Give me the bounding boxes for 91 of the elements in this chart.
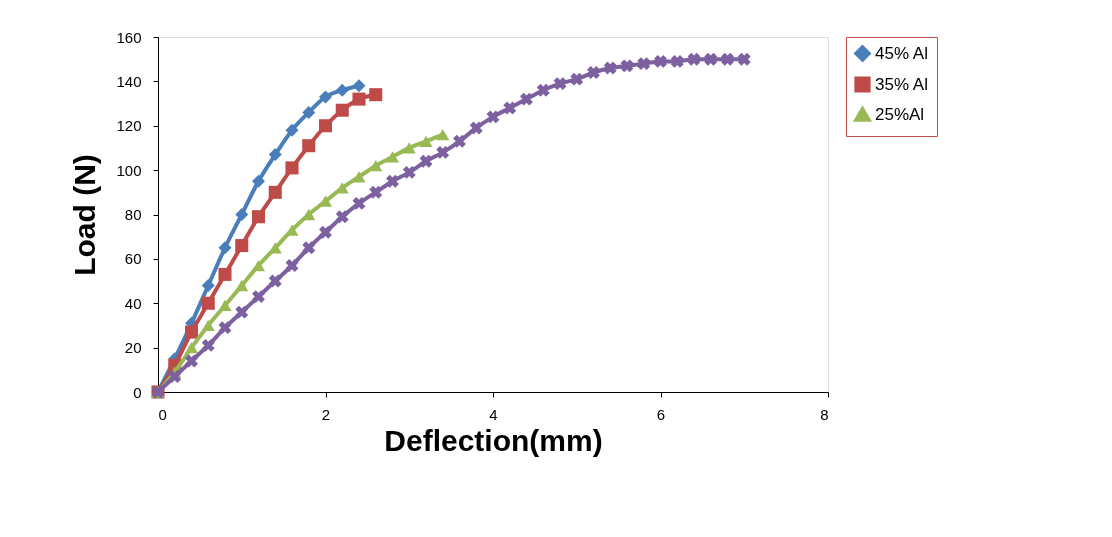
x-tick-label: 2 [321, 405, 331, 423]
y-tick-label: 140 [116, 72, 142, 90]
point [335, 182, 349, 194]
point [218, 299, 232, 312]
point [235, 305, 249, 319]
point [369, 88, 383, 102]
y-tick-label: 20 [124, 339, 142, 357]
point [419, 154, 433, 168]
legend-label: 45% Al [875, 43, 928, 63]
point [436, 145, 450, 159]
point [385, 151, 400, 163]
point [268, 148, 282, 162]
point [184, 341, 199, 354]
point [218, 267, 232, 281]
point [352, 196, 366, 210]
y-tick-label: 160 [116, 28, 142, 46]
point [620, 59, 634, 73]
y-tick-label: 0 [133, 383, 142, 401]
point [704, 52, 718, 66]
point [520, 92, 533, 106]
point [352, 92, 366, 106]
point [268, 242, 282, 254]
point [251, 259, 266, 272]
point [386, 174, 399, 188]
point [235, 207, 249, 222]
y-axis-title: Load (N) [68, 154, 102, 276]
point [335, 83, 349, 97]
point [285, 161, 299, 175]
point [369, 185, 383, 199]
point [184, 325, 199, 339]
point [369, 160, 383, 172]
point [436, 128, 450, 141]
point [251, 174, 266, 188]
point [318, 119, 333, 133]
x-tick-label: 6 [656, 405, 666, 423]
point [654, 54, 667, 68]
point [587, 66, 600, 79]
y-tick-label: 60 [124, 250, 142, 268]
point [553, 77, 567, 91]
point [252, 290, 265, 304]
point [419, 135, 433, 147]
point [302, 241, 316, 255]
point [268, 274, 282, 288]
point [687, 52, 701, 66]
x-axis-title: Deflection(mm) [384, 423, 603, 457]
y-tick-label: 100 [116, 161, 142, 179]
point [319, 225, 332, 239]
point [268, 185, 282, 199]
legend-label: 35% Al [875, 74, 928, 94]
y-tick-label: 80 [124, 206, 142, 223]
point [352, 79, 366, 93]
point [302, 139, 316, 153]
point [285, 123, 299, 137]
x-tick-label: 4 [489, 405, 498, 423]
point [168, 370, 182, 383]
y-tick-label: 120 [116, 117, 142, 135]
point [318, 90, 333, 104]
point [201, 319, 215, 332]
point [486, 110, 500, 124]
legend-label: 25%Al [875, 104, 925, 124]
point [503, 101, 517, 115]
point [201, 278, 215, 293]
point [285, 224, 299, 236]
point [285, 259, 299, 272]
point [302, 105, 316, 119]
point [402, 142, 416, 154]
x-tick-label: 0 [158, 405, 167, 423]
point [603, 61, 617, 75]
point [218, 321, 232, 335]
point [570, 72, 584, 86]
point [737, 52, 751, 66]
point [218, 241, 232, 255]
point [235, 279, 249, 292]
x-tick-label: 8 [820, 405, 829, 423]
point [402, 165, 416, 179]
point [335, 103, 349, 117]
y-tick-label: 40 [124, 294, 142, 312]
point [469, 121, 483, 135]
point [201, 338, 215, 352]
point [637, 57, 651, 71]
point [251, 210, 266, 224]
point [335, 210, 349, 224]
point [453, 134, 466, 148]
point [185, 354, 198, 368]
point [670, 54, 684, 68]
point [235, 239, 249, 253]
point [352, 171, 366, 183]
point [302, 208, 316, 221]
point [721, 52, 734, 66]
point [201, 296, 215, 310]
point [536, 83, 550, 97]
